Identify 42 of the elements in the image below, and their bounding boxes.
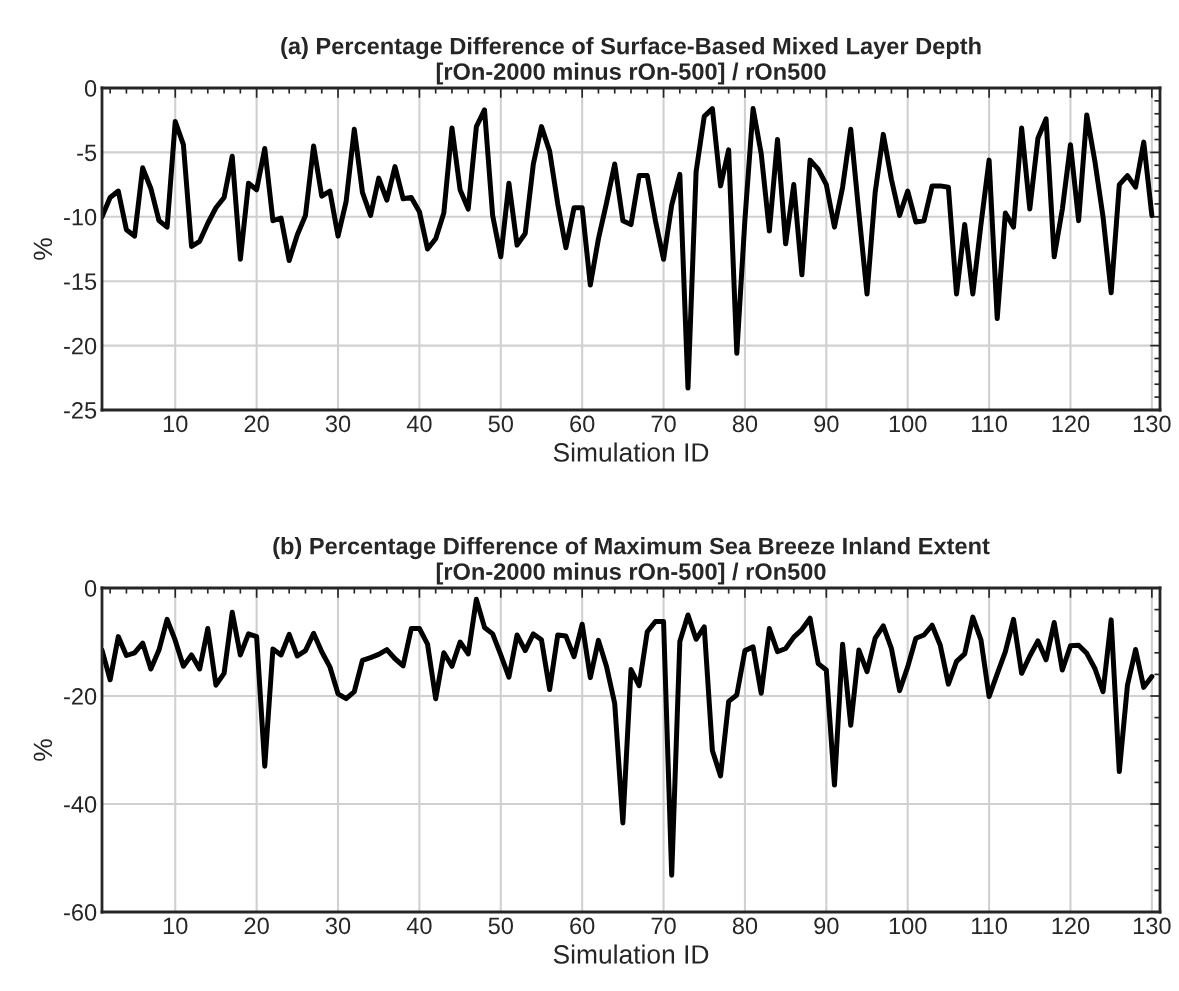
chart-title: (a) Percentage Difference of Surface-Based Mixed Layer Depth [rOn-2000 minus rOn-500] / rOn500 — [281, 37, 981, 85]
y-tick-label: -10 — [64, 208, 97, 226]
y-tick-label: -25 — [64, 402, 97, 419]
x-tick-label: 70 — [651, 917, 676, 935]
y-tick-label: -5 — [77, 144, 97, 162]
y-tick-label: -40 — [64, 796, 97, 813]
x-tick-label: 10 — [163, 415, 188, 433]
x-tick-label: 50 — [488, 415, 513, 433]
y-axis-title: % — [33, 739, 53, 761]
x-tick-label: 80 — [732, 415, 758, 433]
y-tick-label: 0 — [84, 580, 97, 597]
x-tick-label: 40 — [406, 917, 432, 935]
y-tick-label: -20 — [64, 688, 97, 705]
x-tick-label: 90 — [814, 917, 839, 935]
x-tick-label: 90 — [814, 415, 839, 433]
x-tick-label: 60 — [570, 415, 595, 433]
x-tick-label: 130 — [1133, 917, 1171, 935]
y-tick-label: -15 — [64, 273, 97, 290]
x-tick-label: 30 — [325, 917, 351, 935]
chart-title: (b) Percentage Difference of Maximum Sea Breeze Inland Extent [rOn-2000 minus rOn-500] / rOn500 — [273, 537, 990, 585]
x-tick-label: 120 — [1052, 415, 1090, 433]
x-tick-label: 50 — [488, 917, 513, 935]
x-tick-label: 110 — [972, 917, 1007, 935]
x-axis-title: Simulation ID — [553, 944, 709, 964]
y-axis-title: % — [33, 238, 53, 260]
x-tick-label: 20 — [244, 917, 269, 935]
x-tick-label: 120 — [1052, 917, 1090, 935]
x-axis-title: Simulation ID — [553, 442, 709, 462]
x-tick-label: 40 — [406, 415, 432, 433]
x-tick-label: 30 — [325, 415, 351, 433]
x-tick-label: 20 — [244, 415, 269, 433]
y-tick-label: 0 — [84, 80, 97, 97]
x-tick-label: 100 — [889, 415, 927, 433]
x-tick-label: 80 — [732, 917, 758, 935]
x-tick-label: 130 — [1133, 415, 1171, 433]
x-tick-label: 60 — [570, 917, 595, 935]
x-tick-label: 110 — [972, 415, 1007, 433]
x-tick-label: 100 — [889, 917, 927, 935]
x-tick-label: 70 — [651, 415, 676, 433]
y-tick-label: -20 — [64, 337, 97, 355]
x-tick-label: 10 — [163, 917, 188, 935]
y-tick-label: -60 — [64, 904, 97, 921]
